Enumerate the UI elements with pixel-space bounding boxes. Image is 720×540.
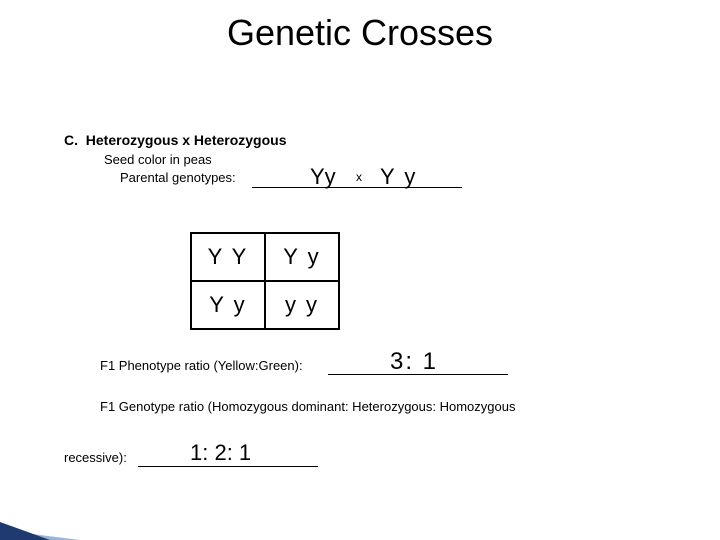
section-letter: C. [64, 132, 78, 148]
decorative-corner [0, 522, 50, 540]
f1-genotype-label-cont: recessive): [64, 450, 127, 465]
page-title: Genetic Crosses [0, 12, 720, 54]
section-heading-text: Heterozygous x Heterozygous [86, 132, 287, 148]
punnett-row: Y Y Y y [191, 233, 339, 281]
f1-genotype-value: 1: 2: 1 [190, 440, 251, 466]
punnett-cell: Y y [265, 233, 339, 281]
punnett-cell: Y Y [191, 233, 265, 281]
punnett-row: Y y y y [191, 281, 339, 329]
parental-genotypes-label: Parental genotypes: [120, 170, 236, 185]
f1-genotype-label: F1 Genotype ratio (Homozygous dominant: … [100, 398, 660, 416]
section-subtitle: Seed color in peas [104, 152, 212, 167]
cross-symbol: x [356, 170, 362, 184]
parent2-genotype: Y y [380, 164, 417, 190]
f1-phenotype-value: 3: 1 [390, 348, 438, 376]
punnett-cell: y y [265, 281, 339, 329]
punnett-cell: Y y [191, 281, 265, 329]
parent1-genotype: Yy [310, 164, 336, 190]
section-heading: C. Heterozygous x Heterozygous [64, 132, 287, 148]
f1-phenotype-label: F1 Phenotype ratio (Yellow:Green): [100, 358, 303, 373]
punnett-square: Y Y Y y Y y y y [190, 232, 340, 330]
